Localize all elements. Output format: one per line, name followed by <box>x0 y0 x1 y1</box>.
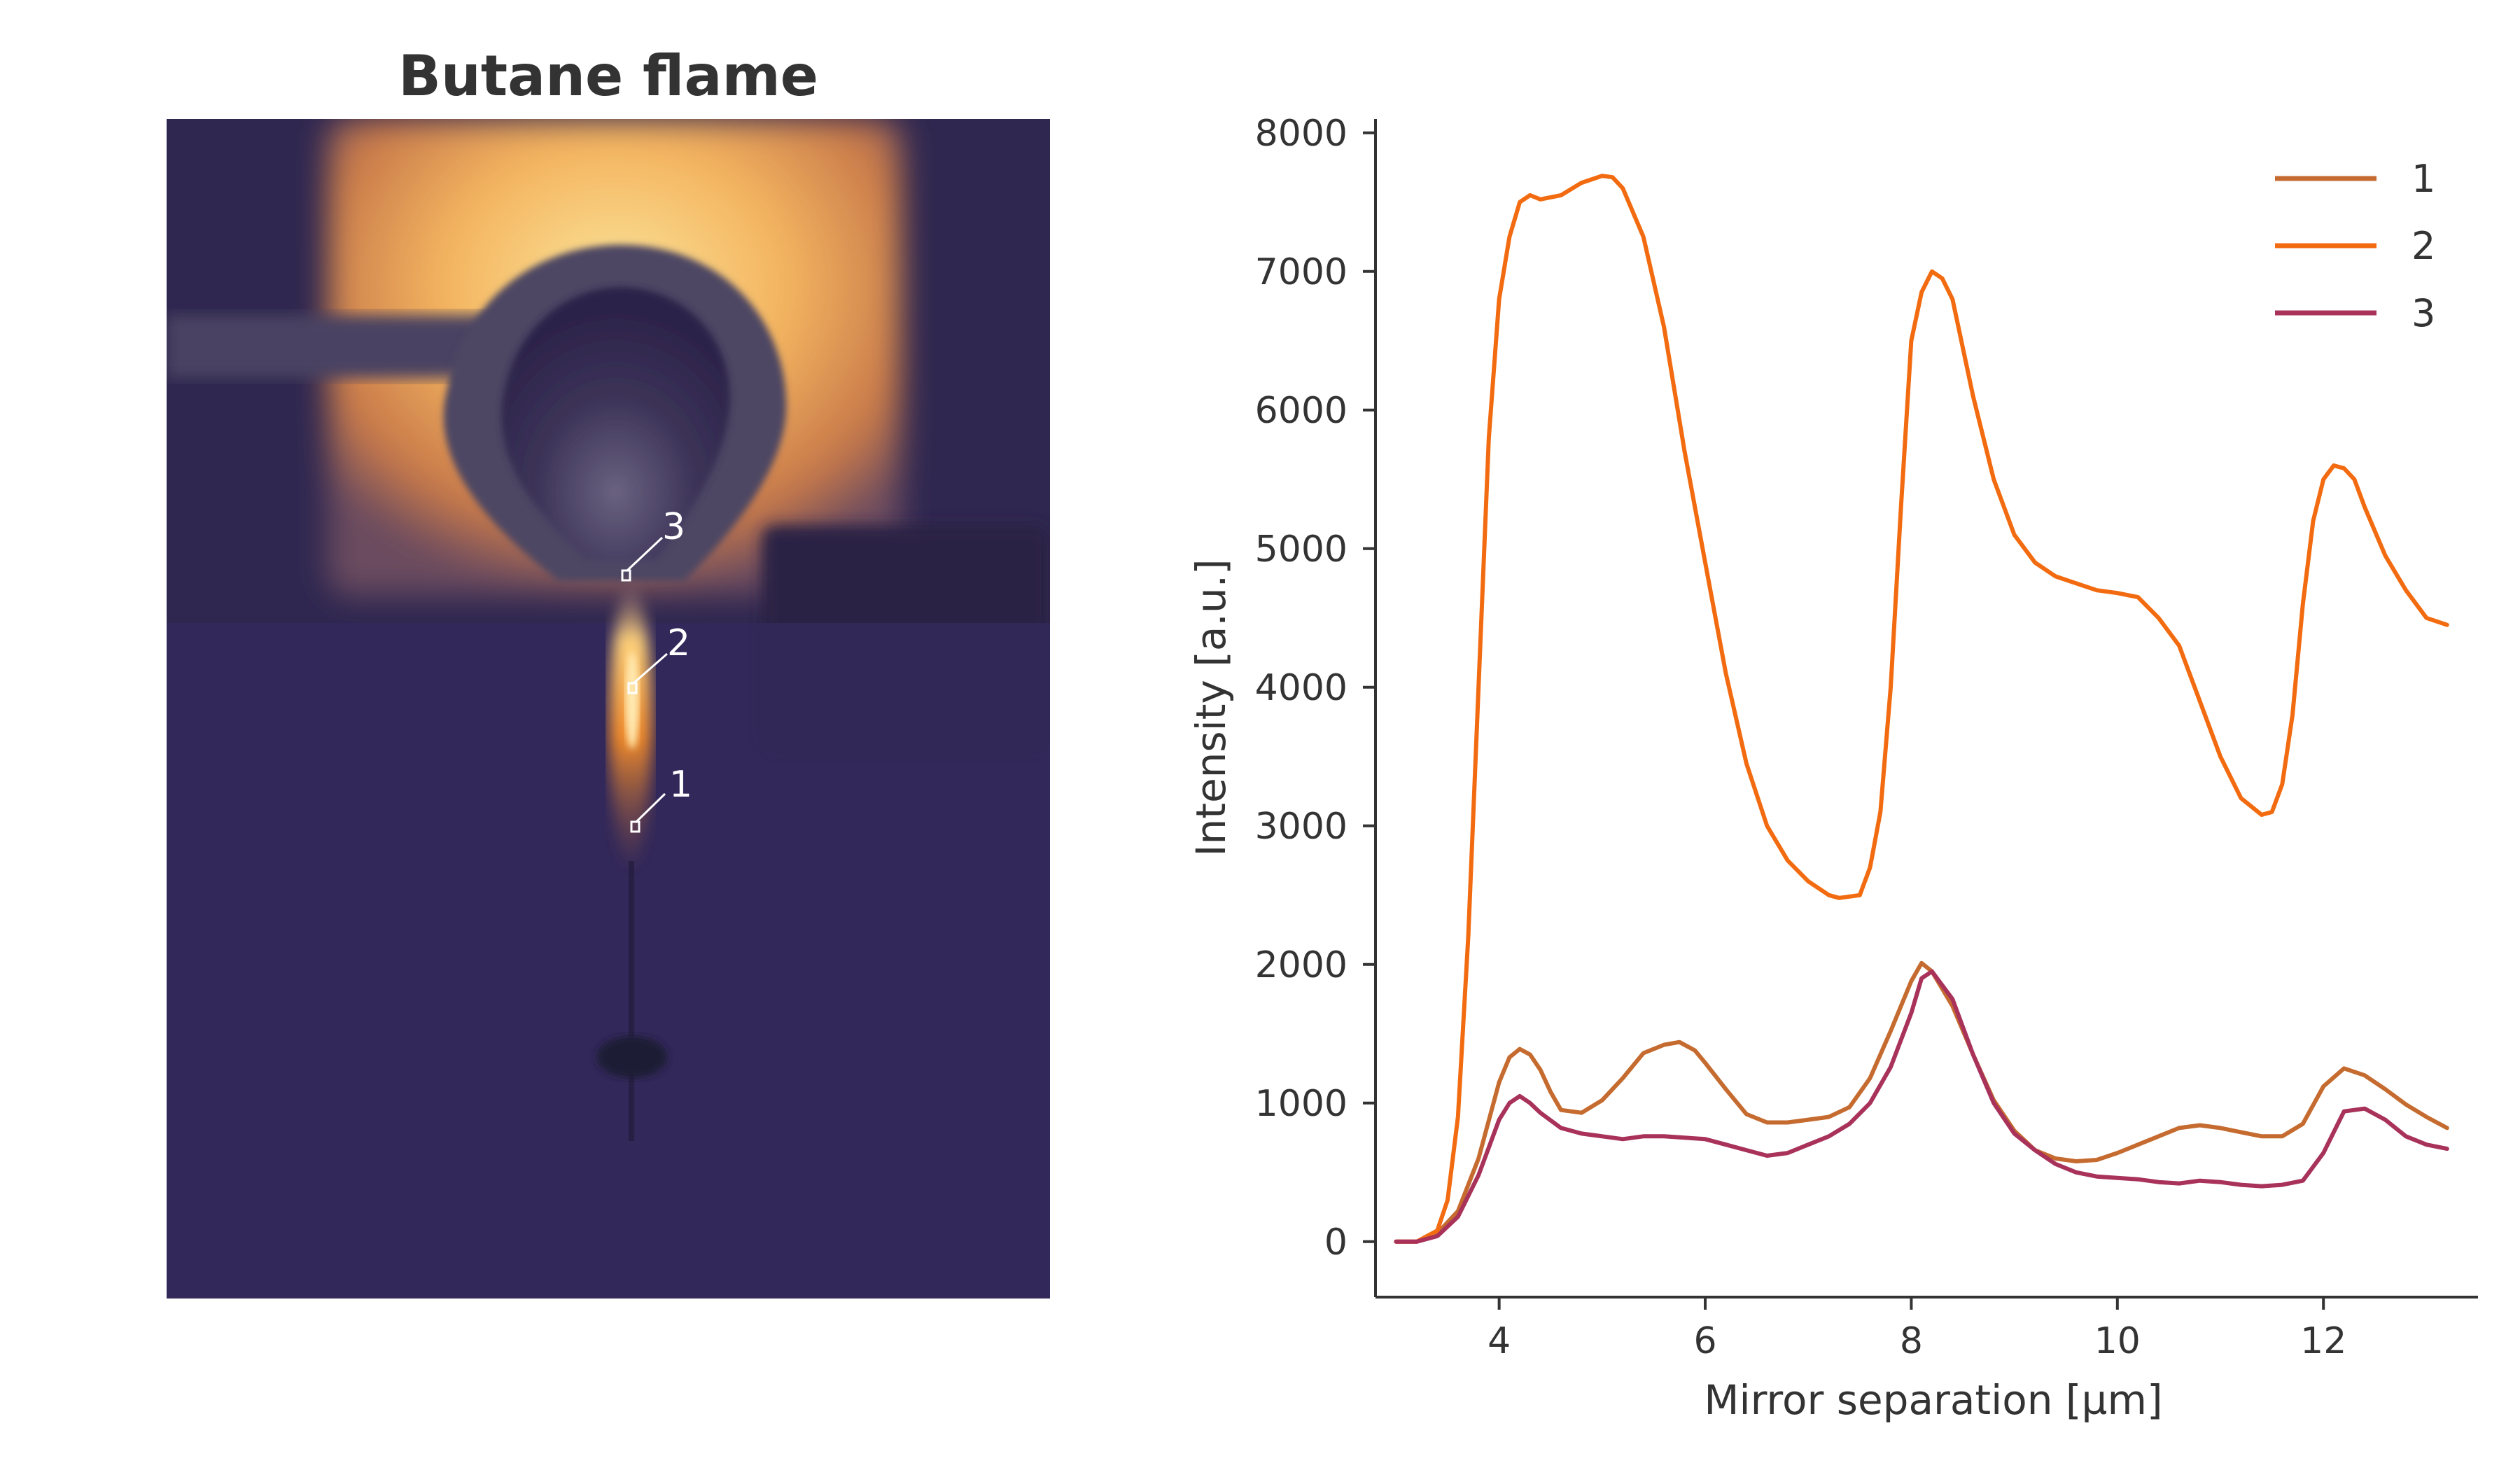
y-tick-label: 8000 <box>1255 113 1348 155</box>
marker-3-label: 3 <box>662 506 685 548</box>
series-line-1 <box>1394 960 2449 1244</box>
y-tick-label: 1000 <box>1255 1083 1348 1125</box>
marker-2: 2 <box>627 622 690 694</box>
series-line-3 <box>1394 969 2449 1244</box>
marker-2-leader <box>633 652 668 685</box>
legend-label-3: 3 <box>2412 291 2435 335</box>
marker-2-label: 2 <box>667 622 690 664</box>
y-tick-label: 7000 <box>1255 251 1348 293</box>
x-ticks: 4 6 8 10 12 <box>1488 1297 2346 1362</box>
marker-1-label: 1 <box>669 764 692 806</box>
y-tick-label: 4000 <box>1255 667 1348 709</box>
x-tick-label: 10 <box>2094 1320 2141 1362</box>
marker-2-box <box>627 682 638 694</box>
legend-label-2: 2 <box>2412 224 2435 268</box>
y-axis-label: Intensity [a.u.] <box>1187 559 1235 856</box>
series-line-2 <box>1394 174 2449 1244</box>
marker-3-box <box>621 569 631 582</box>
legend: 1 2 3 <box>2275 157 2435 335</box>
x-tick-label: 8 <box>1900 1320 1923 1362</box>
series-lines <box>1394 174 2449 1244</box>
burner-nozzle <box>629 861 634 1141</box>
marker-3: 3 <box>621 506 685 582</box>
x-tick-label: 4 <box>1488 1320 1511 1362</box>
y-tick-label: 0 <box>1324 1222 1348 1264</box>
marker-3-leader <box>626 536 664 572</box>
ring-inner <box>501 287 730 560</box>
flame-photo: 3 2 1 <box>167 119 1050 1298</box>
image-title: Butane flame <box>398 43 819 108</box>
lower-area <box>167 623 1050 1298</box>
x-tick-label: 12 <box>2300 1320 2346 1362</box>
marker-1-leader <box>635 792 666 823</box>
legend-label-1: 1 <box>2412 157 2435 201</box>
y-tick-label: 5000 <box>1255 528 1348 570</box>
marker-1-box <box>630 820 640 833</box>
burner-base <box>597 1036 667 1078</box>
flame-core <box>625 651 639 749</box>
x-axis-label: Mirror separation [µm] <box>1704 1376 2162 1424</box>
y-tick-label: 3000 <box>1255 806 1348 848</box>
x-tick-label: 6 <box>1693 1320 1716 1362</box>
y-ticks: 0 1000 2000 3000 4000 5000 6000 7000 8000 <box>1255 113 1376 1264</box>
marker-1: 1 <box>630 764 692 833</box>
y-tick-label: 2000 <box>1255 944 1348 986</box>
y-tick-label: 6000 <box>1255 390 1348 432</box>
flame-photo-canvas: 3 2 1 <box>167 119 1050 1298</box>
